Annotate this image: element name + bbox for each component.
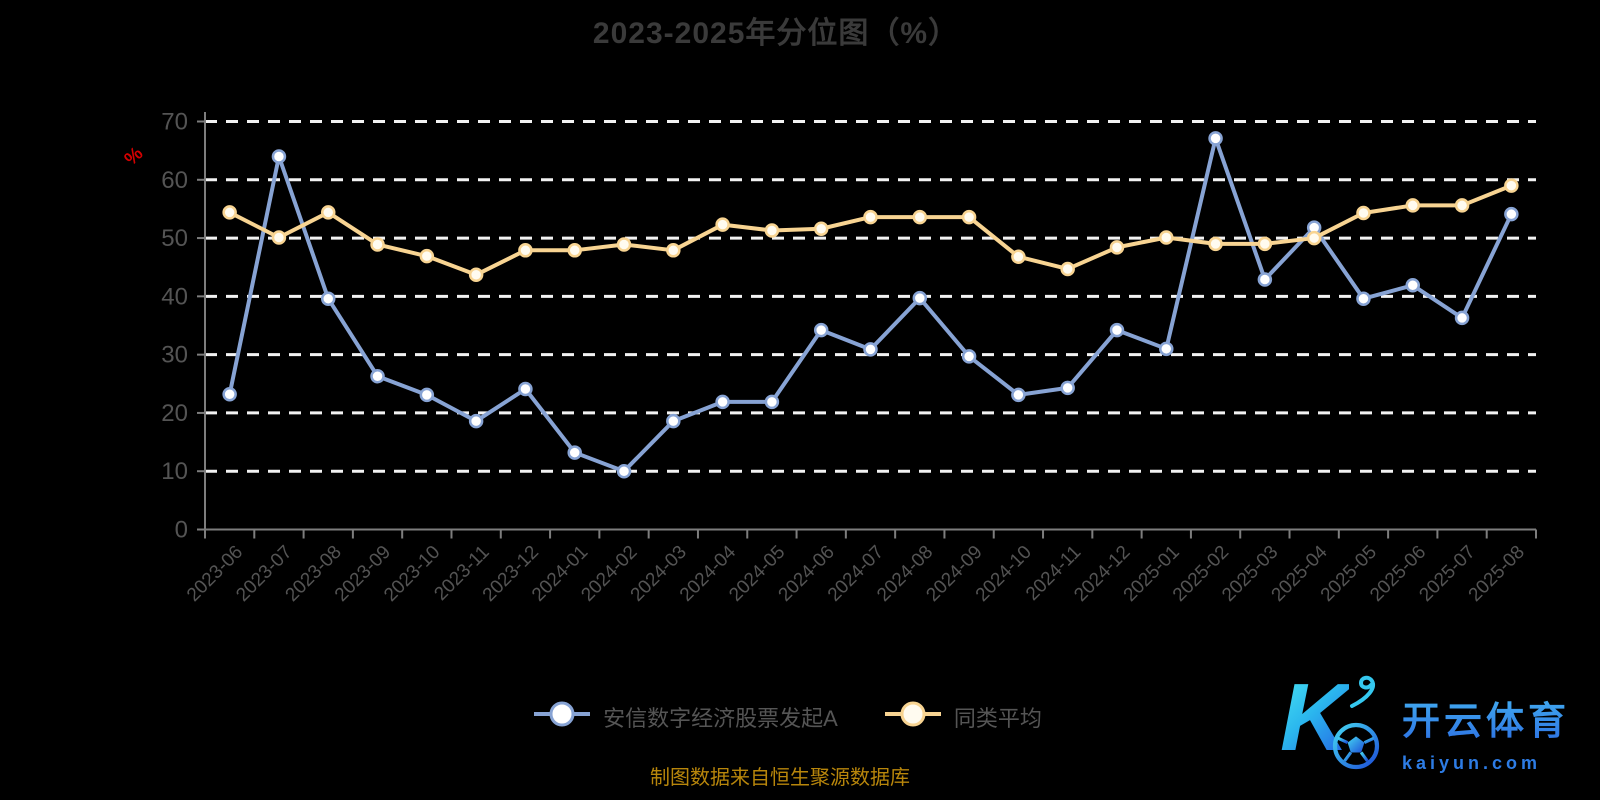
y-tick-label: 30 [161, 342, 188, 369]
avg-data-point [764, 223, 780, 238]
legend-label-fund: 安信数字经济股票发起A [603, 705, 838, 731]
y-tick-label: 40 [161, 283, 188, 310]
percentile-line-chart: 0 10 20 30 40 50 60 70 2023-062023-072023-082023… [161, 109, 1537, 606]
legend-item-fund[interactable]: 安信数字经济股票发起A [533, 700, 838, 733]
fund-data-point [1011, 387, 1026, 403]
fund-data-point [320, 291, 336, 306]
fund-data-point [1504, 206, 1519, 222]
logo-mark: K [1274, 670, 1394, 790]
avg-data-point [1356, 205, 1371, 221]
fund-data-point [912, 290, 928, 306]
avg-data-point [863, 209, 878, 225]
fund-data-point [468, 413, 484, 429]
fund-series-markers [222, 131, 1519, 479]
logo-k-letter: K [1280, 664, 1350, 771]
fund-data-point [1060, 380, 1075, 396]
logo-domain-text: kaiyun.com [1402, 753, 1542, 773]
kaiyun-watermark-logo[interactable]: K [1274, 670, 1574, 794]
fund-data-point [1454, 310, 1470, 326]
fund-data-point [1109, 322, 1125, 338]
fund-data-point [666, 413, 681, 429]
fund-data-point [863, 342, 878, 357]
avg-data-point [271, 230, 287, 245]
fund-data-point [1257, 272, 1273, 287]
logo-swirl-icon [1350, 675, 1375, 708]
fund-data-point [1356, 291, 1371, 306]
fund-data-point [1159, 341, 1174, 357]
avg-data-point [1011, 249, 1026, 264]
avg-data-point [518, 243, 533, 258]
avg-data-point [616, 237, 632, 252]
avg-data-point [1159, 230, 1174, 245]
fund-data-point [518, 381, 533, 397]
fund-data-point [1405, 278, 1421, 293]
fund-data-point [764, 394, 780, 410]
fund-series-legend-icon [533, 700, 591, 733]
avg-data-point [1306, 230, 1322, 246]
avg-data-point [1208, 236, 1223, 252]
avg-data-point [813, 221, 829, 236]
y-tick-label: 10 [161, 458, 188, 485]
avg-data-point [1109, 240, 1125, 255]
fund-data-point [370, 368, 385, 384]
x-tick-labels: 2023-062023-072023-082023-092023-102023-… [183, 541, 1529, 605]
axes [197, 112, 1537, 539]
fund-data-point [616, 463, 632, 479]
fund-data-point [1208, 131, 1223, 146]
y-tick-labels: 0 10 20 30 40 50 60 70 [161, 109, 188, 544]
y-tick-label: 60 [161, 167, 188, 194]
avg-data-point [1454, 198, 1470, 213]
fund-data-point [271, 149, 287, 164]
avg-data-point [468, 267, 484, 283]
avg-data-point [961, 209, 977, 225]
avg-data-point [1060, 261, 1075, 277]
avg-data-point [1257, 236, 1273, 252]
avg-data-point [370, 237, 385, 252]
fund-data-point [961, 349, 977, 364]
avg-data-point [222, 205, 237, 220]
avg-data-point [419, 248, 435, 264]
chart-title: 2023-2025年分位图（%） [592, 17, 960, 50]
fund-series-line [227, 136, 1514, 474]
y-tick-label: 50 [161, 225, 188, 252]
y-tick-label: 20 [161, 400, 188, 427]
fund-data-point [813, 322, 829, 338]
y-tick-label: 70 [161, 109, 188, 136]
y-tick-label: 0 [175, 517, 188, 544]
logo-brand-text: 开云体育 [1402, 690, 1570, 745]
legend-label-average: 同类平均 [953, 705, 1042, 731]
grid-lines [205, 120, 1536, 473]
avg-data-point [912, 209, 928, 225]
logo-text: 开云体育 kaiyun.com [1402, 690, 1570, 774]
avg-series-markers [222, 178, 1519, 283]
fund-data-point [715, 394, 730, 410]
fund-data-point [222, 387, 237, 402]
chart-legend: 安信数字经济股票发起A 同类平均 [0, 700, 1575, 733]
average-series-legend-icon [884, 700, 942, 733]
avg-data-point [715, 217, 730, 232]
fund-data-point [419, 387, 435, 403]
avg-data-point [320, 205, 336, 220]
avg-data-point [567, 243, 582, 258]
avg-data-point [666, 243, 681, 258]
soccer-ball-icon [1332, 722, 1380, 770]
fund-data-point [567, 445, 582, 460]
data-source-note: 制图数据来自恒生聚源数据库 [650, 767, 910, 789]
avg-data-point [1405, 198, 1421, 213]
avg-data-point [1504, 178, 1519, 193]
legend-item-average[interactable]: 同类平均 [884, 700, 1042, 733]
